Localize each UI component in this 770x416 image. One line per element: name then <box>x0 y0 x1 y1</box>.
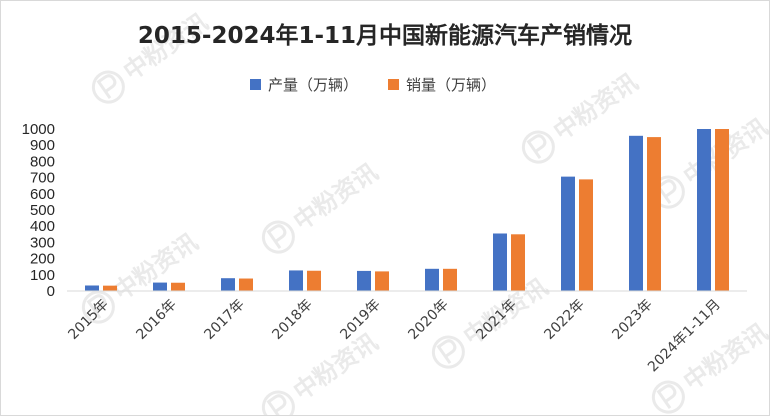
y-tick-label: 700 <box>30 170 55 187</box>
y-tick-label: 100 <box>30 267 55 284</box>
y-tick-label: 900 <box>30 137 55 154</box>
legend-swatch-0 <box>250 79 261 90</box>
y-tick-label: 800 <box>30 153 55 170</box>
bar-sales-8 <box>647 137 661 291</box>
x-axis: 2015年 2016年 2017年 2018年 2019年 2020年 2021年 2022年… <box>65 297 723 376</box>
legend: 产量（万辆） 销量（万辆） <box>250 76 496 94</box>
p-logo-icon <box>81 290 115 324</box>
p-logo-icon-glyph <box>656 179 677 204</box>
bar-production-3 <box>289 270 303 291</box>
x-tick-label: 2023年 <box>609 297 655 343</box>
bar-production-4 <box>357 270 371 291</box>
bar-sales-1 <box>171 282 185 291</box>
x-tick-label: 2022年 <box>541 297 587 343</box>
watermark-text: 中粉资讯 <box>288 158 383 236</box>
watermark-text: 中粉资讯 <box>288 328 383 406</box>
watermark: 中粉资讯 <box>521 68 643 164</box>
watermark-text: 中粉资讯 <box>108 228 203 306</box>
bar-production-5 <box>425 268 439 291</box>
legend-swatch-1 <box>388 79 399 90</box>
watermark: 中粉资讯 <box>261 158 383 254</box>
bar-sales-5 <box>443 268 457 291</box>
p-logo-icon-glyph <box>266 224 287 249</box>
bar-production-2 <box>221 278 235 291</box>
y-tick-label: 600 <box>30 186 55 203</box>
p-logo-icon-glyph <box>656 384 677 409</box>
y-tick-label: 1000 <box>22 121 55 138</box>
bar-production-9 <box>697 129 711 291</box>
p-logo-icon <box>261 390 295 415</box>
legend-label-1: 销量（万辆） <box>406 76 496 94</box>
p-logo-icon-glyph <box>96 74 117 99</box>
bars <box>85 129 729 291</box>
p-logo-icon <box>521 130 555 164</box>
watermark: 中粉资讯 <box>651 318 769 414</box>
x-tick-label: 2016年 <box>133 297 179 343</box>
y-tick-label: 0 <box>47 283 55 300</box>
p-logo-icon <box>261 220 295 254</box>
watermark-text: 中粉资讯 <box>548 68 643 146</box>
x-tick-label: 2018年 <box>269 297 315 343</box>
y-tick-label: 400 <box>30 218 55 235</box>
p-logo-icon-glyph <box>436 339 457 364</box>
p-logo-icon <box>431 335 465 369</box>
bar-sales-6 <box>511 234 525 291</box>
x-tick-label: 2017年 <box>201 297 247 343</box>
bar-production-8 <box>629 135 643 291</box>
bar-sales-0 <box>103 285 117 291</box>
y-tick-label: 200 <box>30 251 55 268</box>
bar-sales-9 <box>715 129 729 291</box>
p-logo-icon-glyph <box>86 294 107 319</box>
bar-sales-2 <box>239 278 253 291</box>
p-logo-icon <box>651 380 685 414</box>
bar-production-1 <box>153 282 167 291</box>
p-logo-icon-glyph <box>526 134 547 159</box>
bar-production-6 <box>493 233 507 291</box>
p-logo-icon-glyph <box>266 394 287 415</box>
bar-sales-3 <box>307 270 321 291</box>
watermark: 中粉资讯 <box>261 328 383 415</box>
bar-production-7 <box>561 176 575 291</box>
p-logo-icon <box>91 70 125 104</box>
chart-title: 2015-2024年1-11月中国新能源汽车产销情况 <box>138 22 632 49</box>
legend-label-0: 产量（万辆） <box>268 76 358 94</box>
y-tick-label: 500 <box>30 202 55 219</box>
bar-production-0 <box>85 285 99 291</box>
y-tick-label: 300 <box>30 234 55 251</box>
bar-sales-4 <box>375 271 389 291</box>
bar-sales-7 <box>579 179 593 291</box>
